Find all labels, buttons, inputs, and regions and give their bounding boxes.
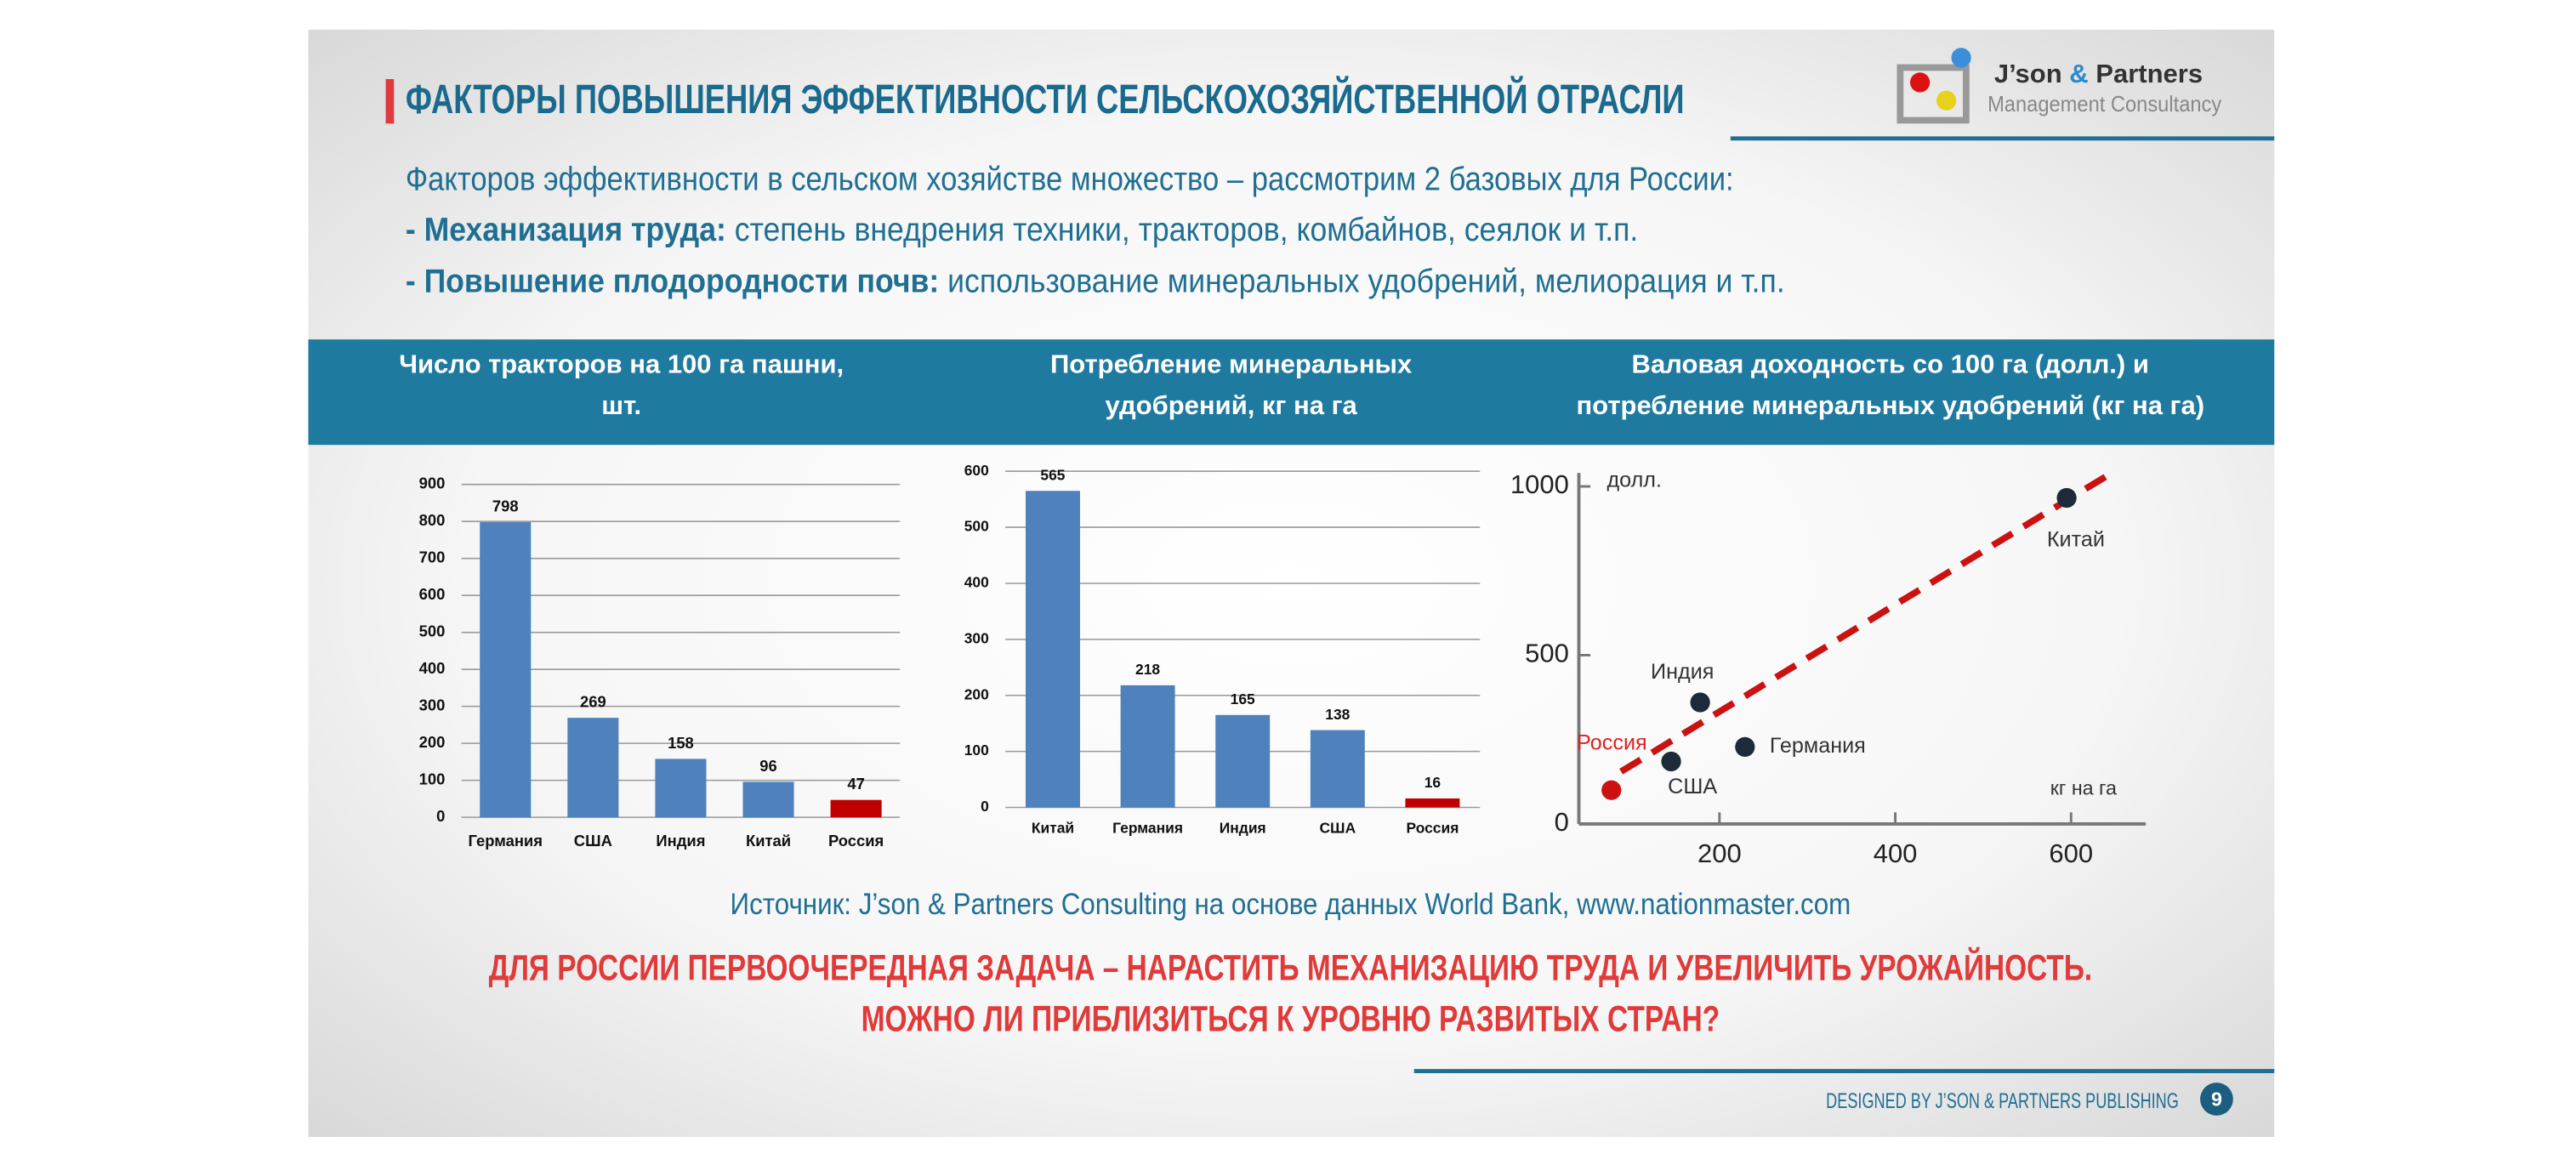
point-label: Россия — [1577, 731, 1647, 755]
y-tick-label: 500 — [419, 622, 446, 640]
scatter-point — [1690, 692, 1710, 713]
x-tick-label: 200 — [1697, 838, 1742, 868]
x-tick-label: 600 — [2049, 838, 2093, 868]
value-label: 96 — [759, 757, 776, 775]
logo-name-part: & — [2069, 59, 2088, 88]
y-tick-label: 100 — [964, 742, 989, 759]
logo-dot — [1951, 48, 1971, 68]
y-tick-label: 1000 — [1510, 469, 1569, 499]
value-label: 16 — [1424, 774, 1442, 791]
x-tick-label: Индия — [1220, 819, 1266, 836]
point-label: США — [1668, 775, 1717, 798]
bar — [1215, 714, 1271, 808]
logo-frame — [1896, 64, 1970, 124]
x-tick-label: Индия — [656, 832, 705, 850]
x-tick-label: Россия — [1407, 819, 1459, 836]
chart-title: Валовая доходность со 100 га (долл.) и — [1632, 349, 2149, 378]
chart-title: Потребление минеральных — [1050, 349, 1413, 378]
bar — [830, 799, 882, 818]
y-tick-label: 800 — [419, 511, 446, 529]
y-tick-label: 100 — [419, 770, 446, 787]
chart-title: Число тракторов на 100 га пашни, — [399, 349, 844, 378]
x-tick-label: Китай — [746, 832, 791, 850]
y-tick-label: 600 — [964, 462, 989, 479]
value-label: 138 — [1325, 706, 1350, 723]
source-note: Источник: J’son & Partners Consulting на… — [731, 888, 1851, 921]
point-bold: - Механизация труда: — [406, 212, 726, 248]
y-tick-label: 500 — [1525, 639, 1569, 668]
y-tick-label: 0 — [981, 798, 989, 815]
y-tick-label: 400 — [419, 659, 446, 677]
bar — [1026, 491, 1080, 808]
logo-name-part: Partners — [2095, 59, 2203, 88]
point-text: степень внедрения техники, тракторов, ко… — [735, 212, 1638, 248]
chart-heading-band — [308, 339, 2275, 446]
y-tick-label: 400 — [964, 574, 989, 591]
logo-name: J’son & Partners — [1994, 59, 2203, 88]
x-tick-label: Россия — [828, 832, 884, 850]
trend-line — [1619, 473, 2108, 775]
logo-dot — [1910, 72, 1931, 93]
point-text: использование минеральных удобрений, мел… — [947, 264, 1785, 300]
x-axis-label: кг на га — [2050, 776, 2117, 798]
bar — [567, 718, 619, 818]
point-bold: - Повышение плодородности почв: — [406, 264, 939, 300]
bar — [742, 781, 794, 818]
intro-point: - Повышение плодородности почв: использо… — [406, 264, 1785, 300]
bar — [1310, 730, 1365, 808]
value-label: 158 — [668, 734, 694, 752]
scatter-point — [2056, 487, 2077, 509]
y-tick-label: 900 — [419, 475, 446, 492]
point-label: Индия — [1651, 660, 1714, 684]
y-axis-label: долл. — [1606, 468, 1662, 492]
intro-text: Факторов эффективности в сельском хозяйс… — [406, 161, 1734, 197]
logo: J’son & Partners Management Consultancy — [1896, 48, 2222, 124]
value-label: 165 — [1231, 690, 1255, 708]
conclusion: ДЛЯ РОССИИ ПЕРВООЧЕРЕДНАЯ ЗАДАЧА – НАРАС… — [489, 947, 2092, 989]
y-tick-label: 300 — [964, 629, 989, 646]
y-tick-label: 700 — [419, 548, 446, 566]
value-label: 218 — [1135, 661, 1160, 678]
page-badge — [2200, 1083, 2233, 1116]
conclusion: МОЖНО ЛИ ПРИБЛИЗИТЬСЯ К УРОВНЮ РАЗВИТЫХ … — [862, 999, 1720, 1040]
scatter-point — [1735, 736, 1755, 758]
bar — [1405, 798, 1460, 808]
value-label: 47 — [847, 775, 864, 793]
logo-name-part: J’son — [1994, 59, 2062, 88]
x-tick-label: Германия — [1112, 819, 1183, 836]
point-label: Китай — [2047, 528, 2105, 552]
x-tick-label: 400 — [1874, 838, 1918, 868]
title-accent — [385, 79, 395, 124]
chart-title: шт. — [601, 390, 641, 420]
x-tick-label: Германия — [469, 832, 543, 850]
y-tick-label: 300 — [419, 696, 446, 714]
logo-subtitle: Management Consultancy — [1987, 91, 2222, 116]
bar — [655, 759, 707, 818]
slide-title: ФАКТОРЫ ПОВЫШЕНИЯ ЭФФЕКТИВНОСТИ СЕЛЬСКОХ… — [406, 76, 1685, 122]
intro-point: - Механизация труда: степень внедрения т… — [406, 212, 1638, 248]
y-tick-label: 0 — [436, 807, 445, 825]
chart-title: удобрений, кг на га — [1106, 390, 1358, 420]
x-tick-label: США — [574, 832, 612, 850]
y-tick-label: 200 — [964, 685, 989, 702]
logo-dot — [1936, 90, 1957, 111]
y-tick-label: 200 — [419, 733, 446, 751]
scatter-point — [1661, 751, 1681, 772]
value-label: 798 — [492, 497, 519, 514]
value-label: 565 — [1040, 466, 1065, 483]
x-tick-label: Китай — [1032, 819, 1074, 836]
y-tick-label: 600 — [419, 585, 446, 603]
bar — [480, 522, 532, 818]
y-tick-label: 0 — [1555, 807, 1569, 837]
chart-title: потребление минеральных удобрений (кг на… — [1576, 390, 2204, 420]
bar — [1120, 685, 1175, 808]
scatter-point — [1601, 780, 1622, 800]
y-tick-label: 500 — [964, 518, 989, 535]
point-label: Германия — [1770, 734, 1866, 758]
page-number: 9 — [2211, 1088, 2222, 1111]
value-label: 269 — [580, 693, 606, 711]
x-tick-label: США — [1319, 819, 1356, 836]
footer-text: DESIGNED BY J’SON & PARTNERS PUBLISHING — [1826, 1089, 2179, 1113]
